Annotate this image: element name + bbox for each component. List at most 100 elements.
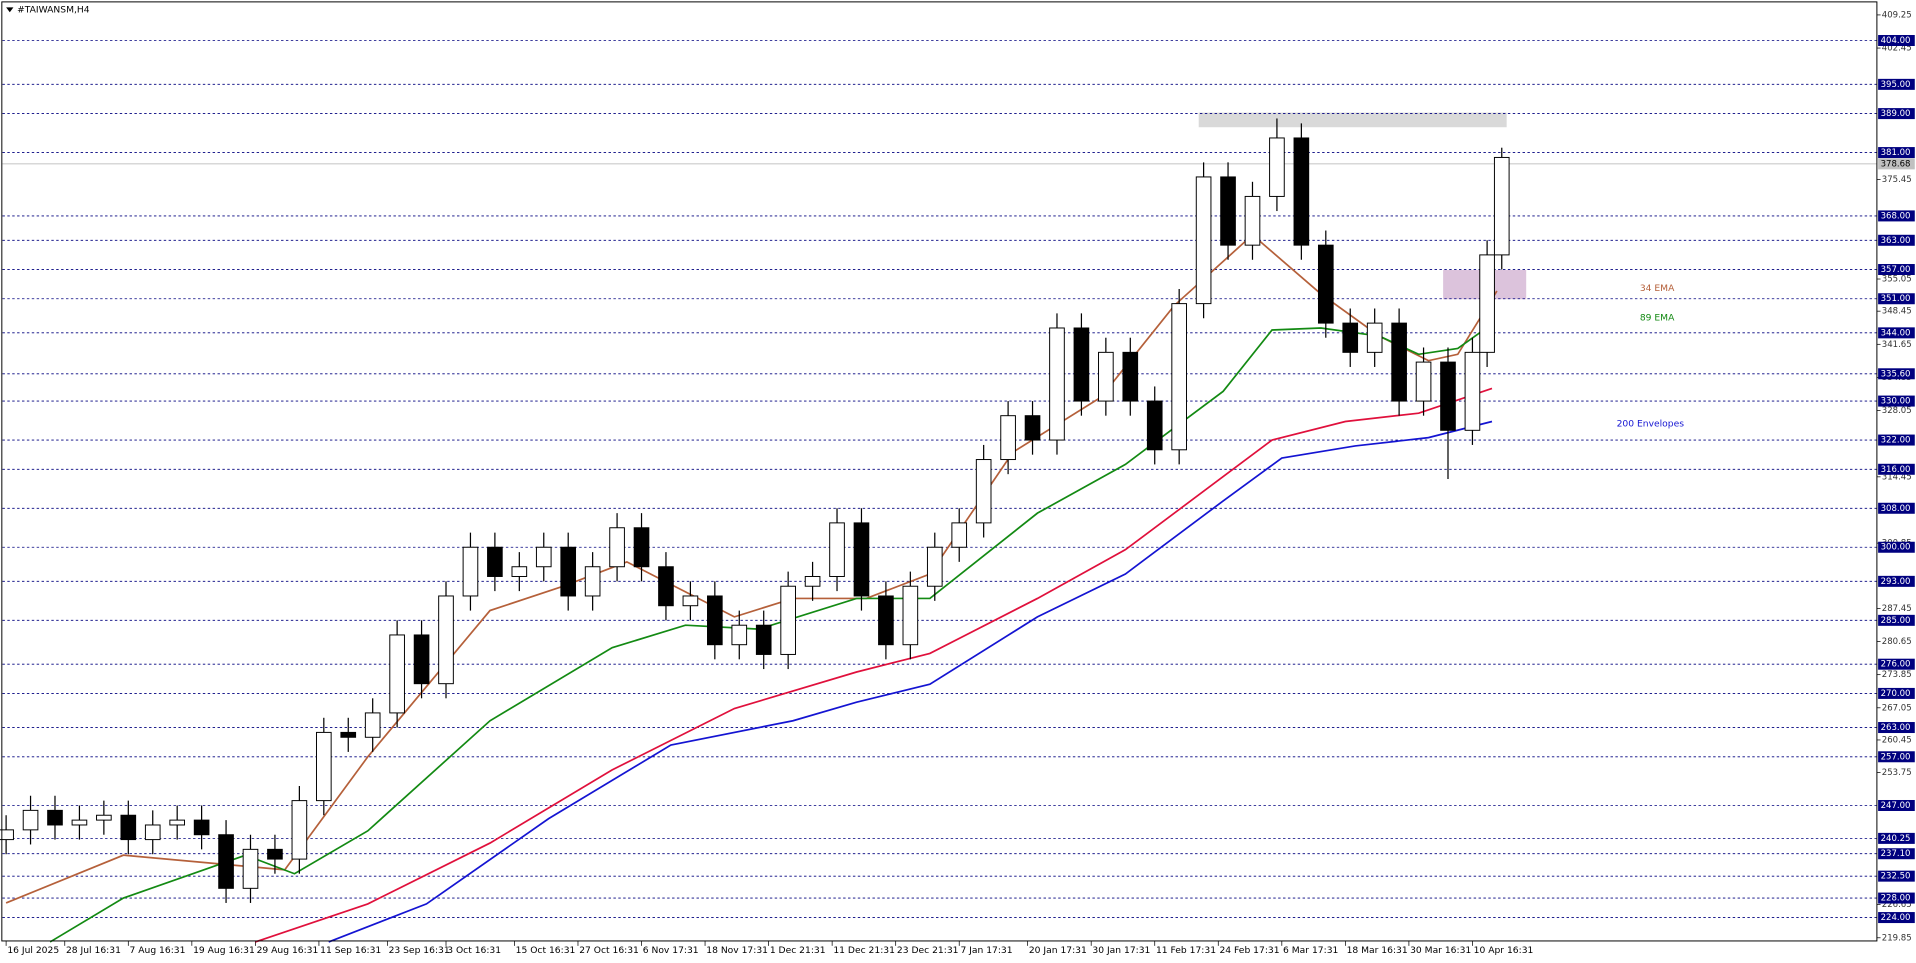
y-tick-label: 267.05: [1882, 703, 1912, 713]
front-layer: 409.25402.45375.45355.05348.45341.65334.…: [0, 10, 1915, 956]
candle-body: [682, 595, 699, 607]
x-tick-label: 30 Mar 16:31: [1410, 945, 1471, 956]
candle-body: [1366, 322, 1383, 353]
y-tick-label: 402.45: [1882, 44, 1912, 54]
x-tick-label: 18 Nov 17:31: [706, 945, 768, 956]
candle-body: [242, 848, 259, 889]
level-label-box: [1878, 912, 1915, 924]
level-label: 293.00: [1881, 577, 1911, 587]
level-label: 330.00: [1881, 397, 1911, 407]
level-label-box: [1878, 832, 1915, 844]
x-tick-label: 18 Mar 16:31: [1347, 945, 1408, 956]
x-tick-label: 6 Nov 17:31: [643, 945, 699, 956]
y-tick-label: 341.65: [1882, 340, 1912, 350]
x-tick-label: 28 Jul 16:31: [66, 945, 121, 956]
candle-body: [1493, 156, 1510, 256]
x-tick-label: 27 Oct 16:31: [579, 945, 639, 956]
current-price-box: [1878, 158, 1915, 170]
level-label-box: [1878, 293, 1915, 305]
ema89-label: 89 EMA: [1640, 312, 1675, 323]
x-tick-label: 11 Sep 16:31: [320, 945, 381, 956]
candle-body: [1073, 327, 1090, 402]
level-label: 232.50: [1881, 872, 1911, 882]
x-tick-label: 24 Feb 17:31: [1219, 945, 1279, 956]
y-tick-label: 280.65: [1882, 637, 1912, 647]
y-tick-label: 219.85: [1882, 933, 1912, 943]
x-tick-label: 20 Jan 17:31: [1029, 945, 1087, 956]
level-label-box: [1878, 463, 1915, 475]
level-label-box: [1878, 541, 1915, 553]
zone: [1198, 112, 1507, 128]
candle-body: [804, 575, 821, 587]
candle-body: [71, 819, 88, 826]
level-label-box: [1878, 327, 1915, 339]
level-label: 335.60: [1881, 369, 1911, 379]
x-tick-label: 7 Aug 16:31: [130, 945, 186, 956]
level-label: 344.00: [1881, 328, 1911, 338]
y-tick-label: 409.25: [1882, 10, 1912, 20]
level-label-box: [1878, 502, 1915, 514]
candle-body: [120, 814, 137, 841]
x-tick-label: 30 Jan 17:31: [1092, 945, 1150, 956]
candle-body: [96, 814, 112, 821]
level-label-box: [1878, 614, 1915, 626]
level-label: 395.00: [1881, 80, 1911, 90]
level-label: 381.00: [1881, 148, 1911, 158]
candle-body: [169, 819, 186, 826]
level-label: 237.10: [1881, 849, 1911, 859]
candle-body: [47, 809, 63, 826]
level-label: 368.00: [1881, 211, 1911, 221]
x-tick-label: 23 Dec 21:31: [897, 945, 959, 956]
y-tick-label: 355.05: [1882, 275, 1912, 285]
candle-body: [926, 546, 943, 587]
candle-body: [1391, 322, 1407, 402]
level-label: 404.00: [1881, 36, 1911, 46]
level-label-box: [1878, 434, 1915, 446]
candle-body: [1220, 176, 1236, 246]
candle-body: [878, 595, 894, 646]
y-tick-label: 314.45: [1882, 472, 1912, 482]
candle-body: [340, 731, 357, 738]
level-label-box: [1878, 368, 1915, 380]
candle-body: [1415, 361, 1432, 402]
candle-body: [755, 624, 772, 655]
y-tick-label: 328.05: [1882, 406, 1912, 416]
candle-body: [1269, 137, 1285, 197]
level-label-box: [1878, 264, 1915, 276]
candle-body: [1146, 400, 1163, 451]
x-tick-label: 10 Apr 16:31: [1474, 945, 1534, 956]
level-label-box: [1878, 108, 1915, 120]
level-label: 300.00: [1881, 543, 1911, 553]
candle-body: [1464, 351, 1481, 431]
ma-line: [328, 420, 1493, 943]
candle-body: [1049, 327, 1065, 441]
candle-body: [193, 819, 210, 836]
level-label-box: [1878, 687, 1915, 699]
candle-body: [780, 585, 796, 655]
y-tick-label: 273.85: [1882, 670, 1912, 680]
menu-triangle: [6, 7, 14, 13]
candle-body: [413, 634, 430, 685]
level-label: 257.00: [1881, 752, 1911, 762]
level-label-box: [1878, 210, 1915, 222]
y-tick-label: 253.75: [1882, 768, 1912, 778]
candle-body: [364, 712, 381, 738]
candle-body: [438, 595, 454, 685]
level-label: 263.00: [1881, 723, 1911, 733]
candle-body: [1000, 415, 1016, 461]
candle-body: [707, 595, 723, 646]
level-label: 322.00: [1881, 436, 1911, 446]
candle-body: [511, 566, 528, 577]
x-tick-label: 11 Feb 17:31: [1156, 945, 1216, 956]
y-tick-label: 260.45: [1882, 735, 1912, 745]
level-label: 316.00: [1881, 465, 1911, 475]
level-label: 363.00: [1881, 236, 1911, 246]
candle-body: [1342, 322, 1359, 353]
candle-body: [633, 527, 650, 568]
candle-body: [291, 800, 308, 860]
x-tick-label: 23 Sep 16:31: [389, 945, 450, 956]
level-label: 247.00: [1881, 801, 1911, 811]
level-label: 224.00: [1881, 913, 1911, 923]
candle-body: [829, 522, 845, 577]
level-label-box: [1878, 848, 1915, 860]
